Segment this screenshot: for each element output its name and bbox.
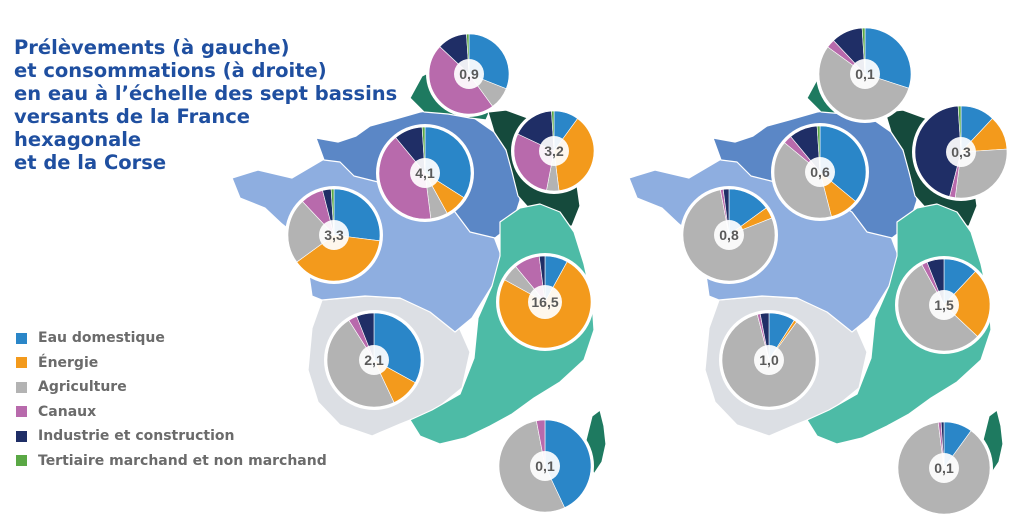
pie-chart: 0,1 bbox=[895, 419, 993, 517]
pie-chart: 0,6 bbox=[771, 123, 869, 221]
legend-swatch bbox=[16, 357, 27, 369]
pie-chart: 1,0 bbox=[719, 310, 819, 410]
legend-swatch bbox=[16, 332, 27, 344]
legend-label: Canaux bbox=[38, 403, 97, 420]
pie-value-badge bbox=[359, 345, 389, 375]
pie-slice bbox=[544, 419, 592, 509]
legend-item: Industrie et construction bbox=[16, 424, 327, 449]
pie-chart: 3,2 bbox=[511, 108, 597, 194]
pie-value-label: 0,1 bbox=[855, 66, 875, 82]
pie-value-label: 0,6 bbox=[810, 164, 830, 180]
pie-value-label: 0,9 bbox=[459, 66, 479, 82]
pie-value-badge bbox=[714, 220, 744, 250]
pie-slice bbox=[287, 201, 335, 263]
pie-value-label: 4,1 bbox=[415, 165, 435, 181]
pie-slice bbox=[819, 125, 867, 202]
pie-value-badge bbox=[319, 220, 349, 250]
pie-value-label: 1,0 bbox=[759, 352, 779, 368]
pie-value-label: 0,8 bbox=[719, 227, 739, 243]
pie-value-badge bbox=[754, 345, 784, 375]
pie-value-badge bbox=[454, 59, 484, 89]
pie-chart: 0,3 bbox=[912, 103, 1010, 201]
pie-chart: 2,1 bbox=[324, 310, 424, 410]
pie-value-badge bbox=[850, 59, 880, 89]
legend-swatch bbox=[16, 381, 27, 393]
legend-swatch bbox=[16, 406, 27, 418]
pie-value-label: 1,5 bbox=[934, 297, 954, 313]
legend-label: Tertiaire marchand et non marchand bbox=[38, 452, 327, 469]
title-line: Prélèvements (à gauche) bbox=[14, 36, 290, 59]
pie-slice bbox=[553, 118, 595, 192]
pie-value-badge bbox=[410, 158, 440, 188]
title-line: hexagonale bbox=[14, 128, 142, 151]
pie-value-label: 16,5 bbox=[531, 294, 558, 310]
title-line: et consommations (à droite) bbox=[14, 59, 327, 82]
pie-slice bbox=[773, 142, 832, 219]
pie-value-label: 3,2 bbox=[544, 143, 564, 159]
legend-item: Agriculture bbox=[16, 375, 327, 400]
pie-value-badge bbox=[528, 285, 562, 319]
pie-value-badge bbox=[929, 290, 959, 320]
pie-value-label: 0,1 bbox=[934, 460, 954, 476]
legend-swatch bbox=[16, 455, 27, 467]
pie-slice bbox=[378, 137, 432, 220]
pie-value-label: 0,3 bbox=[951, 144, 971, 160]
legend-item: Tertiaire marchand et non marchand bbox=[16, 449, 327, 474]
legend-label: Industrie et construction bbox=[38, 428, 235, 445]
legend-label: Agriculture bbox=[38, 379, 127, 396]
legend-item: Eau domestique bbox=[16, 326, 327, 351]
pie-slice bbox=[914, 105, 962, 197]
pie-chart: 0,8 bbox=[680, 186, 778, 284]
legend-label: Énergie bbox=[38, 354, 99, 371]
pie-chart: 0,9 bbox=[426, 31, 512, 117]
title-line: versants de la France bbox=[14, 105, 251, 128]
pie-value-label: 0,1 bbox=[535, 458, 555, 474]
pie-chart: 4,1 bbox=[376, 124, 474, 222]
legend-item: Canaux bbox=[16, 400, 327, 425]
pie-chart: 3,3 bbox=[285, 186, 383, 284]
pie-value-badge bbox=[946, 137, 976, 167]
pie-layer: 0,9 3,2 4,1 3,3 16,5 2,1 0,1 0,1 0,3 0,6 0,8 1,5 1,0… bbox=[285, 25, 1010, 517]
pie-value-label: 3,3 bbox=[324, 227, 344, 243]
pie-value-badge bbox=[539, 136, 569, 166]
chart-title: Prélèvements (à gauche) et consommations… bbox=[14, 36, 414, 174]
pie-chart: 0,1 bbox=[816, 25, 914, 123]
pie-value-badge bbox=[530, 451, 560, 481]
pie-slice bbox=[296, 234, 380, 282]
title-line: en eau à l’échelle des sept bassins bbox=[14, 82, 398, 105]
pie-value-badge bbox=[929, 453, 959, 483]
pie-chart: 0,1 bbox=[496, 417, 594, 515]
title-line: et de la Corse bbox=[14, 151, 167, 174]
pie-value-badge bbox=[805, 157, 835, 187]
legend-label: Eau domestique bbox=[38, 330, 165, 347]
pie-slice bbox=[943, 271, 991, 337]
pie-value-label: 2,1 bbox=[364, 352, 384, 368]
pie-chart: 16,5 bbox=[496, 253, 594, 351]
pie-chart: 1,5 bbox=[895, 256, 993, 354]
legend-item: Énergie bbox=[16, 351, 327, 376]
legend-swatch bbox=[16, 430, 27, 442]
legend: Eau domestique Énergie Agriculture Canau… bbox=[16, 326, 327, 473]
